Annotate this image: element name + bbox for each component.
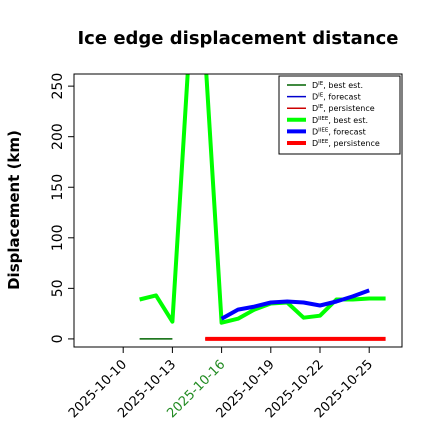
chart-title: Ice edge displacement distance [77,28,398,49]
series-layer [139,74,386,341]
legend-entry-3: DIE, persistence [312,104,375,113]
y-axis-label: Displacement (km) [5,130,23,290]
y-tick-label: 200 [50,123,66,150]
series-line-5 [220,288,370,321]
legend-entry-6: DIIEE, persistence [312,139,380,148]
y-tick-label: 50 [50,279,66,297]
y-tick-label: 250 [50,73,66,100]
legend-entry-4: DIIEE, best est. [312,116,368,125]
legend-entry-1: DIE, best est. [312,81,363,90]
legend-entry-5: DIIEE, forecast [312,127,366,136]
legend: DIE, best est. DIE, forecast DIE, persiste… [278,75,401,155]
y-tick-label: 0 [50,334,66,343]
y-tick-label: 100 [50,224,66,251]
y-tick-label: 150 [50,174,66,201]
plot-frame [73,73,403,348]
legend-entry-2: DIE, forecast [312,93,361,102]
